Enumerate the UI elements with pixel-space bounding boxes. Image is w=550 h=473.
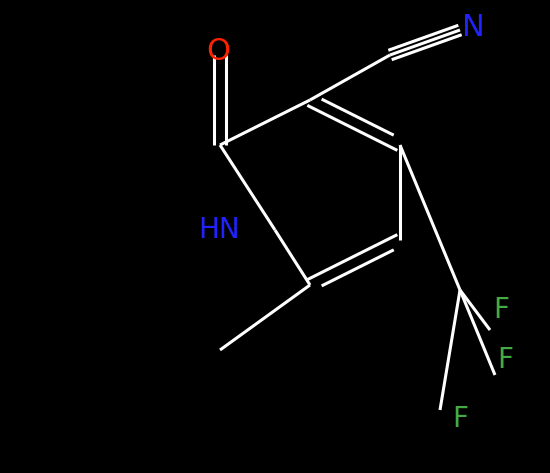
Text: O: O: [206, 37, 230, 67]
Text: F: F: [497, 346, 513, 374]
Text: N: N: [462, 14, 485, 43]
Text: F: F: [493, 296, 509, 324]
Text: F: F: [452, 405, 468, 433]
Text: HN: HN: [199, 216, 240, 244]
